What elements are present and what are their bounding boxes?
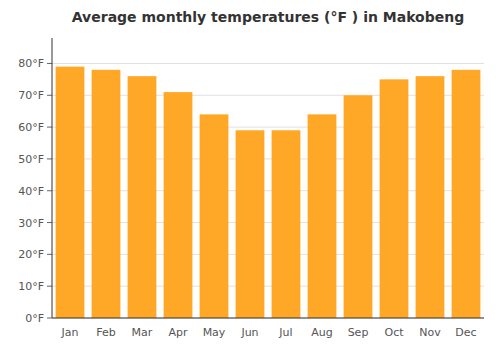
y-axis: 0°F 10°F 20°F 30°F 40°F 50°F 60°F 70°F 80°F	[18, 57, 52, 325]
bar	[164, 92, 193, 318]
y-tick-label: 70°F	[18, 89, 44, 102]
chart-container: Average monthly temperatures (°F ) in Ma…	[0, 0, 500, 350]
bar	[344, 95, 373, 318]
grid	[52, 63, 484, 318]
y-tick	[47, 95, 52, 96]
y-tick	[47, 158, 52, 159]
y-tick-label: 50°F	[18, 153, 44, 166]
y-tick-label: 60°F	[18, 121, 44, 134]
x-tick-label: Feb	[96, 326, 115, 339]
y-tick-label: 80°F	[18, 57, 44, 70]
grid-line	[52, 63, 484, 64]
bar	[308, 114, 337, 318]
x-tick-label: Mar	[132, 326, 153, 339]
bar	[272, 130, 301, 318]
bar	[452, 70, 481, 318]
x-tick-label: Apr	[168, 326, 188, 339]
y-axis-line	[52, 38, 53, 318]
y-tick-label: 20°F	[18, 248, 44, 261]
y-tick	[47, 286, 52, 287]
bar	[56, 67, 85, 318]
y-tick	[47, 318, 52, 319]
x-tick-label: Dec	[455, 326, 476, 339]
bar	[92, 70, 121, 318]
y-tick-label: 10°F	[18, 280, 44, 293]
x-tick-label: Aug	[311, 326, 332, 339]
x-tick-label: Jun	[240, 326, 258, 339]
grid-line	[52, 318, 484, 319]
y-tick	[47, 63, 52, 64]
y-tick	[47, 222, 52, 223]
bar	[128, 76, 157, 318]
x-tick-label: Nov	[419, 326, 441, 339]
bar	[200, 114, 229, 318]
bar	[236, 130, 265, 318]
x-tick-label: May	[203, 326, 226, 339]
x-axis-line	[52, 318, 484, 319]
y-tick	[47, 254, 52, 255]
chart-svg: Average monthly temperatures (°F ) in Ma…	[0, 0, 500, 350]
x-tick-label: Sep	[348, 326, 369, 339]
x-tick-label: Oct	[384, 326, 404, 339]
y-tick	[47, 190, 52, 191]
x-axis: Jan Feb Mar Apr May Jun Jul Aug Sep Oct Nov Dec	[61, 326, 477, 339]
chart-title: Average monthly temperatures (°F ) in Ma…	[72, 9, 464, 25]
bar	[380, 79, 409, 318]
bars	[56, 67, 481, 318]
y-tick-label: 40°F	[18, 185, 44, 198]
y-tick-label: 0°F	[25, 312, 44, 325]
y-tick-label: 30°F	[18, 217, 44, 230]
bar	[416, 76, 445, 318]
y-tick	[47, 127, 52, 128]
x-tick-label: Jan	[61, 326, 79, 339]
x-tick-label: Jul	[278, 326, 292, 339]
